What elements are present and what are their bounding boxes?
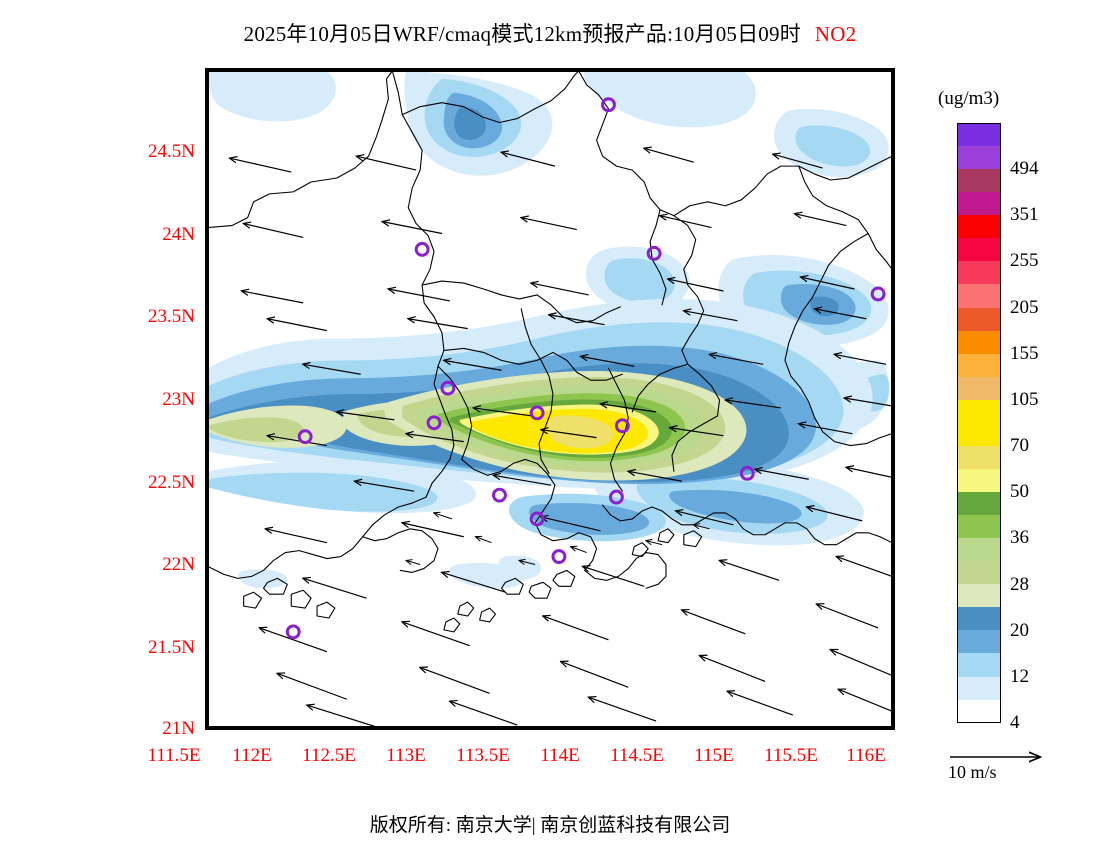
colorbar-tick-12: 12 xyxy=(1010,665,1029,687)
colorbar-tick-36: 36 xyxy=(1010,527,1029,549)
colorbar-tick-105: 105 xyxy=(1010,388,1039,410)
colorbar-band-16 xyxy=(957,492,1001,516)
colorbar-tick-70: 70 xyxy=(1010,435,1029,457)
lon-tick-112-5: 112.5E xyxy=(302,745,356,766)
lon-tick-113: 113E xyxy=(386,745,426,766)
map-plot-area[interactable] xyxy=(205,68,895,730)
lat-tick-24-5: 24.5N xyxy=(148,141,195,162)
colorbar-band-17 xyxy=(957,515,1001,539)
colorbar-band-8 xyxy=(957,307,1001,331)
colorbar-band-13 xyxy=(957,422,1001,446)
copyright-footer: 版权所有: 南京大学| 南京创蓝科技有限公司 xyxy=(369,815,731,836)
lon-tick-112: 112E xyxy=(232,745,272,766)
colorbar-tick-28: 28 xyxy=(1010,573,1029,595)
wind-scale-label: 10 m/s xyxy=(948,762,997,782)
colorbar-band-11 xyxy=(957,376,1001,400)
colorbar-band-25 xyxy=(957,699,1001,723)
lat-tick-23: 23N xyxy=(162,389,195,410)
lon-tick-114: 114E xyxy=(540,745,580,766)
colorbar-band-1 xyxy=(957,146,1001,170)
colorbar-tick-205: 205 xyxy=(1010,296,1039,318)
lat-tick-21: 21N xyxy=(162,718,195,739)
colorbar-band-10 xyxy=(957,353,1001,377)
colorbar-band-2 xyxy=(957,169,1001,193)
colorbar-band-14 xyxy=(957,445,1001,469)
colorbar-tick-255: 255 xyxy=(1010,250,1039,272)
colorbar-band-21 xyxy=(957,607,1001,631)
wind-scale-arrow-icon xyxy=(950,748,1058,766)
colorbar-units-label: (ug/m3) xyxy=(938,88,1000,109)
colorbar-tick-20: 20 xyxy=(1010,619,1029,641)
lat-tick-22-5: 22.5N xyxy=(148,472,195,493)
colorbar-band-12 xyxy=(957,399,1001,423)
lon-tick-113-5: 113.5E xyxy=(456,745,510,766)
colorbar-tick-351: 351 xyxy=(1010,204,1039,226)
colorbar-tick-4: 4 xyxy=(1010,712,1020,733)
colorbar-band-9 xyxy=(957,330,1001,354)
lon-tick-111-5: 111.5E xyxy=(147,745,201,766)
colorbar-tick-50: 50 xyxy=(1010,481,1029,503)
lat-tick-23-5: 23.5N xyxy=(148,306,195,327)
colorbar-band-20 xyxy=(957,584,1001,608)
colorbar-band-19 xyxy=(957,561,1001,585)
lon-tick-115-5: 115.5E xyxy=(764,745,818,766)
lon-tick-115: 115E xyxy=(694,745,734,766)
colorbar-band-22 xyxy=(957,630,1001,654)
colorbar-band-15 xyxy=(957,468,1001,492)
colorbar-band-24 xyxy=(957,676,1001,700)
lon-tick-114-5: 114.5E xyxy=(610,745,664,766)
title-text: 2025年10月05日WRF/cmaq模式12km预报产品:10月05日09时 xyxy=(243,22,801,46)
lat-tick-24: 24N xyxy=(162,224,195,245)
colorbar-band-5 xyxy=(957,238,1001,262)
colorbar-band-23 xyxy=(957,653,1001,677)
colorbar-tick-155: 155 xyxy=(1010,342,1039,364)
forecast-contour-map xyxy=(208,71,892,727)
lat-tick-21-5: 21.5N xyxy=(148,637,195,658)
lat-tick-22: 22N xyxy=(162,554,195,575)
colorbar xyxy=(957,123,1001,723)
page-title: 2025年10月05日WRF/cmaq模式12km预报产品:10月05日09时 N… xyxy=(0,18,1100,48)
lon-tick-116: 116E xyxy=(846,745,886,766)
colorbar-band-6 xyxy=(957,261,1001,285)
colorbar-tick-494: 494 xyxy=(1010,158,1039,180)
colorbar-band-18 xyxy=(957,538,1001,562)
colorbar-band-3 xyxy=(957,192,1001,216)
species-label: NO2 xyxy=(814,22,857,46)
colorbar-band-0 xyxy=(957,123,1001,147)
colorbar-band-7 xyxy=(957,284,1001,308)
colorbar-band-4 xyxy=(957,215,1001,239)
